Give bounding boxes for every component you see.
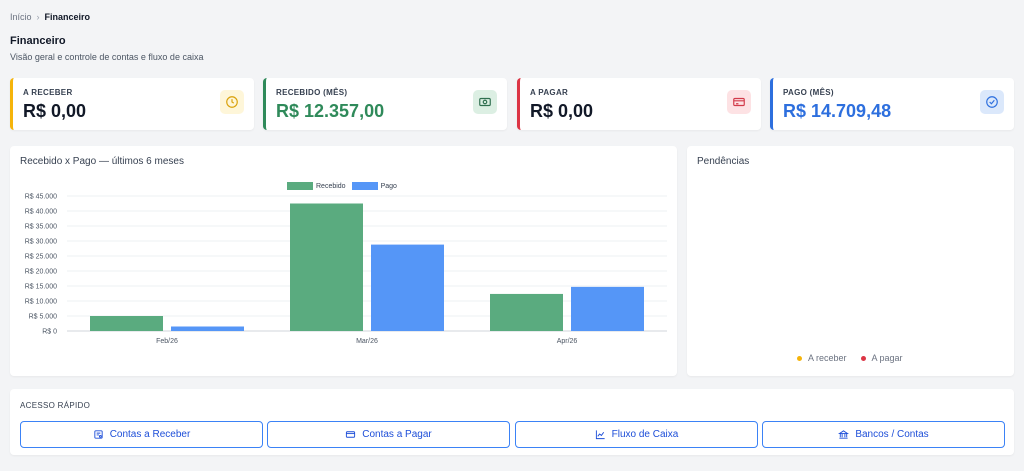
card-value: R$ 14.709,48 <box>783 101 892 121</box>
y-tick-label: R$ 45.000 <box>25 194 57 201</box>
card-label: A PAGAR <box>530 88 569 97</box>
summary-card-a-receber: A RECEBER R$ 0,00 <box>10 78 254 130</box>
breadcrumb-current: Financeiro <box>44 12 91 22</box>
credit-card-icon <box>727 90 751 114</box>
card-value: R$ 0,00 <box>530 101 594 121</box>
fluxo-de-caixa-button[interactable]: Fluxo de Caixa <box>515 421 758 448</box>
card-label: A RECEBER <box>23 88 73 97</box>
x-tick-label: Mar/26 <box>356 338 378 345</box>
y-tick-label: R$ 30.000 <box>25 239 57 246</box>
bar-recebido-apr-26 <box>490 293 563 331</box>
y-tick-label: R$ 5.000 <box>29 314 58 321</box>
chart-title: Recebido x Pago — últimos 6 meses <box>20 156 184 167</box>
button-label: Bancos / Contas <box>855 429 929 440</box>
bank-icon <box>838 430 850 439</box>
summary-card-pago: PAGO (MÊS) R$ 14.709,48 <box>770 78 1014 130</box>
legend-item-a-pagar[interactable]: A pagar <box>860 353 903 363</box>
card-value: R$ 12.357,00 <box>276 101 385 121</box>
legend-label: A pagar <box>871 353 903 363</box>
y-tick-label: R$ 20.000 <box>25 269 57 276</box>
check-circle-icon <box>980 90 1004 114</box>
legend-label: Recebido <box>316 182 346 190</box>
y-tick-label: R$ 25.000 <box>25 254 57 261</box>
chart-legend: Recebido Pago <box>287 182 397 190</box>
legend-label: Pago <box>380 182 397 190</box>
bar-pago-feb-26 <box>171 326 244 331</box>
y-tick-label: R$ 10.000 <box>25 299 57 306</box>
bar-chart: R$ 0 R$ 5.000 R$ 10.000 R$ 15.000 R$ 20.000 R… <box>25 194 667 345</box>
pending-legend: A receber A pagar <box>797 353 903 363</box>
legend-label: A receber <box>808 353 847 363</box>
pending-title: Pendências <box>697 156 750 167</box>
legend-item-pago[interactable]: Pago <box>351 182 397 190</box>
credit-card-icon <box>346 431 356 438</box>
y-tick-label: R$ 15.000 <box>25 284 57 291</box>
summary-card-recebido: RECEBIDO (MÊS) R$ 12.357,00 <box>263 78 507 130</box>
card-label: RECEBIDO (MÊS) <box>276 88 348 97</box>
bancos-contas-button[interactable]: Bancos / Contas <box>762 421 1005 448</box>
clock-icon <box>220 90 244 114</box>
pending-panel: Pendências A receber A pagar <box>687 146 1014 376</box>
bar-recebido-mar-26 <box>290 203 363 331</box>
button-label: Contas a Receber <box>109 429 191 440</box>
button-label: Contas a Pagar <box>362 429 432 440</box>
receipt-icon <box>94 430 103 439</box>
summary-card-a-pagar: A PAGAR R$ 0,00 <box>517 78 761 130</box>
breadcrumb: Início › Financeiro <box>10 12 90 22</box>
line-chart-icon <box>595 430 605 440</box>
y-tick-label: R$ 0 <box>42 329 57 336</box>
page-subtitle: Visão geral e controle de contas e fluxo… <box>10 52 204 62</box>
button-label: Fluxo de Caixa <box>611 429 679 440</box>
page-title: Financeiro <box>10 35 66 47</box>
chart-panel: Recebido x Pago — últimos 6 meses Recebi… <box>10 146 677 376</box>
contas-a-receber-button[interactable]: Contas a Receber <box>20 421 263 448</box>
x-tick-label: Feb/26 <box>156 338 178 345</box>
x-tick-label: Apr/26 <box>557 338 578 345</box>
legend-item-a-receber[interactable]: A receber <box>797 353 847 363</box>
quick-access-panel: ACESSO RÁPIDO Contas a Receber Contas a … <box>10 389 1014 455</box>
card-label: PAGO (MÊS) <box>783 88 834 97</box>
legend-item-recebido[interactable]: Recebido <box>287 182 346 190</box>
contas-a-pagar-button[interactable]: Contas a Pagar <box>267 421 510 448</box>
bar-recebido-feb-26 <box>90 316 163 331</box>
cash-icon <box>473 90 497 114</box>
bar-pago-apr-26 <box>571 286 644 331</box>
chevron-right-icon: › <box>36 12 40 22</box>
y-tick-label: R$ 35.000 <box>25 224 57 231</box>
breadcrumb-home-link[interactable]: Início <box>10 12 32 22</box>
bar-pago-mar-26 <box>371 244 444 331</box>
y-tick-label: R$ 40.000 <box>25 209 57 216</box>
quick-access-title: ACESSO RÁPIDO <box>20 401 91 410</box>
card-value: R$ 0,00 <box>23 101 87 121</box>
